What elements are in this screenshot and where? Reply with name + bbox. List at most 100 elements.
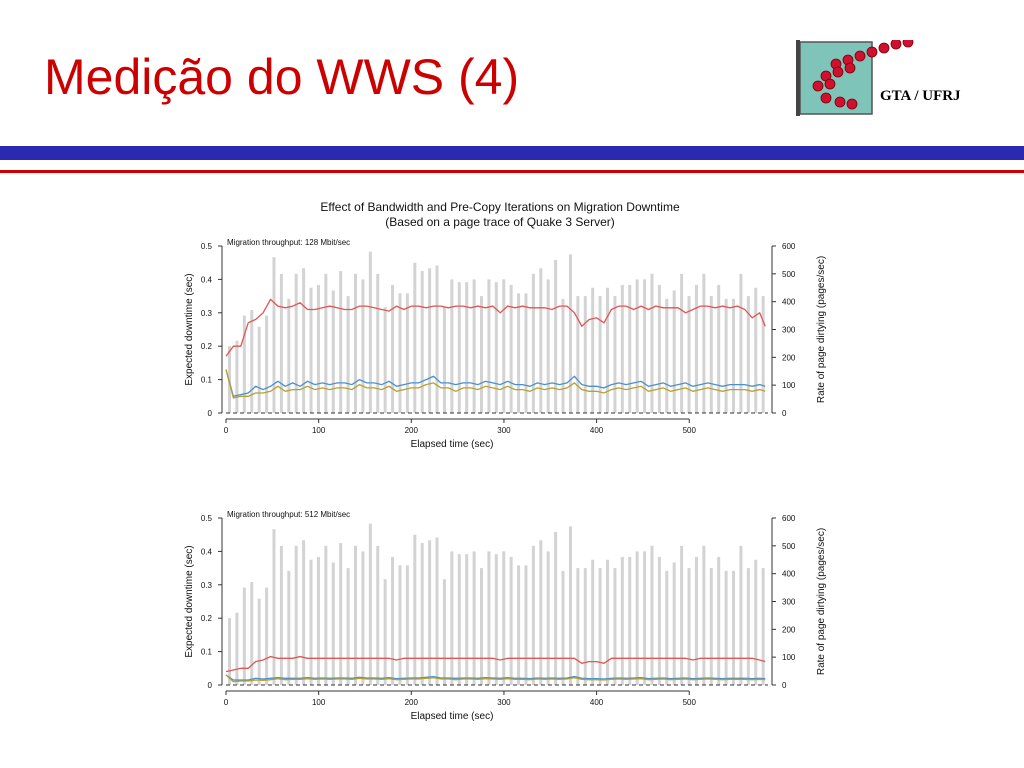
dirty-rate-bar xyxy=(354,545,358,685)
dirty-rate-bar xyxy=(287,570,291,685)
dirty-rate-bar xyxy=(465,282,469,413)
dirty-rate-bar xyxy=(494,282,498,413)
y-tick-label: 0 xyxy=(208,409,213,418)
dirty-rate-bar xyxy=(287,298,291,413)
dirty-rate-bar xyxy=(228,346,231,413)
dirty-rate-bar xyxy=(272,257,276,413)
dirty-rate-bar xyxy=(235,340,239,413)
dirty-rate-bar xyxy=(531,545,535,685)
dirty-rate-bar xyxy=(391,556,395,685)
dirty-rate-bar xyxy=(717,284,721,413)
throughput-annotation: Migration throughput: 128 Mbit/sec xyxy=(227,238,350,247)
dirty-rate-bar xyxy=(524,565,528,685)
chart-panel-2 xyxy=(218,517,776,695)
y2-tick-label: 100 xyxy=(782,381,796,390)
dirty-rate-bar xyxy=(761,568,765,685)
y2-tick-label: 300 xyxy=(782,598,796,607)
series-line-red xyxy=(225,655,766,673)
dirty-rate-bar xyxy=(746,296,750,413)
y2-axis-label: Rate of page dirtying (pages/sec) xyxy=(816,528,827,675)
y-tick-label: 0.4 xyxy=(201,547,213,556)
dirty-rate-bar xyxy=(361,279,365,413)
dirty-rate-bar xyxy=(709,568,713,685)
dirty-rate-bar xyxy=(480,568,484,685)
series-line-blue xyxy=(225,369,766,398)
dirty-rate-bar xyxy=(428,540,432,685)
dirty-rate-bar xyxy=(672,290,676,413)
dirty-rate-bar xyxy=(650,545,654,685)
dirty-rate-bar xyxy=(331,290,335,413)
logo-dot xyxy=(844,62,856,74)
dirty-rate-bar xyxy=(309,559,313,685)
dirty-rate-bar xyxy=(339,543,343,685)
y-tick-label: 0 xyxy=(208,681,213,690)
y2-axis-label: Rate of page dirtying (pages/sec) xyxy=(816,256,827,403)
y2-tick-label: 400 xyxy=(782,570,796,579)
dirty-rate-bar xyxy=(568,254,572,413)
dirty-rate-bar xyxy=(272,529,276,685)
dirty-rate-bar xyxy=(524,293,528,413)
y2-tick-label: 600 xyxy=(782,514,796,523)
logo-dot xyxy=(902,40,914,48)
dirty-rate-bar xyxy=(361,551,365,685)
dirty-rate-bar xyxy=(235,612,239,685)
dirty-rate-bar xyxy=(657,284,661,413)
dirty-rate-bar xyxy=(576,296,580,413)
dirty-rate-bar xyxy=(665,298,669,413)
logo-dot xyxy=(846,98,858,110)
dirty-rate-bar xyxy=(635,551,639,685)
logo-dot xyxy=(832,66,844,78)
dirty-rate-bar xyxy=(391,284,395,413)
dirty-rate-bar xyxy=(650,273,654,413)
dirty-rate-bar xyxy=(294,273,298,413)
dirty-rate-bar xyxy=(398,565,402,685)
dirty-rate-bar xyxy=(620,284,624,413)
dirty-rate-bar xyxy=(413,262,417,413)
dirty-rate-bar xyxy=(383,307,387,413)
dirty-rate-bar xyxy=(687,296,691,413)
dirty-rate-bar xyxy=(465,554,469,685)
y2-tick-label: 500 xyxy=(782,270,796,279)
dirty-rate-bar xyxy=(294,545,298,685)
y-axis-label: Expected downtime (sec) xyxy=(184,545,195,657)
dirty-rate-bar xyxy=(472,279,476,413)
dirty-rate-bar xyxy=(265,315,269,413)
y2-tick-label: 0 xyxy=(782,409,787,418)
dirty-rate-bar xyxy=(643,551,647,685)
dirty-rate-bar xyxy=(428,268,432,413)
y-tick-label: 0.1 xyxy=(201,376,213,385)
dirty-rate-bar xyxy=(517,565,521,685)
dirty-rate-bar xyxy=(561,570,565,685)
dirty-rate-bar xyxy=(694,556,698,685)
y2-tick-label: 100 xyxy=(782,653,796,662)
dirty-rate-bar xyxy=(554,531,558,685)
dirty-rate-bar xyxy=(606,287,610,413)
dirty-rate-bar xyxy=(628,556,632,685)
dirty-rate-bar xyxy=(279,273,283,413)
dirty-rate-bar xyxy=(598,296,602,413)
dirty-rate-bar xyxy=(487,279,491,413)
chart-panel-1 xyxy=(218,245,776,423)
dirty-rate-bar xyxy=(620,556,624,685)
x-tick-label: 100 xyxy=(312,426,326,435)
y-tick-label: 0.2 xyxy=(201,342,213,351)
y-tick-label: 0.5 xyxy=(201,514,213,523)
dirty-rate-bar xyxy=(539,268,543,413)
header-rule-blue xyxy=(0,146,1024,160)
logo-text: GTA / UFRJ xyxy=(880,88,961,104)
y-tick-label: 0.3 xyxy=(201,581,213,590)
dirty-rate-bar xyxy=(405,565,409,685)
x-tick-label: 500 xyxy=(683,698,697,707)
dirty-rate-bar xyxy=(554,259,558,413)
logo-dot xyxy=(834,96,846,108)
dirty-rate-bar xyxy=(265,587,269,685)
series-line-red xyxy=(225,298,766,357)
dirty-rate-bar xyxy=(672,562,676,685)
dirty-rate-bar xyxy=(606,559,610,685)
dirty-rate-bar xyxy=(228,618,231,685)
dirty-rate-bar xyxy=(316,556,320,685)
dirty-rate-bar xyxy=(502,279,506,413)
y2-tick-label: 0 xyxy=(782,681,787,690)
dirty-rate-bar xyxy=(302,540,306,685)
